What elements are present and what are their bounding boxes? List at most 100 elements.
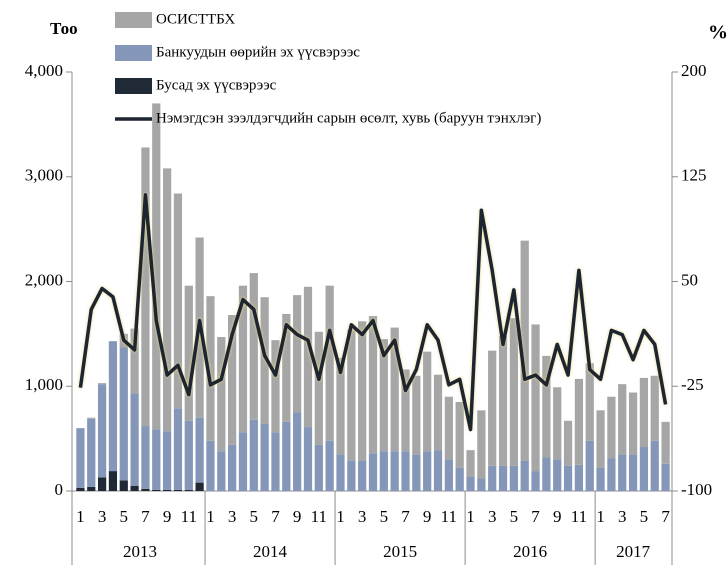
bar-segment [173,193,183,409]
year-label: 2015 [383,542,417,561]
bar-segment [368,453,378,491]
bar-segment [347,329,356,461]
bar-segment [130,393,139,486]
bar-segment [87,486,96,491]
bar-segment [639,447,649,491]
bar-segment [108,341,118,472]
bar-segment [228,444,237,491]
bar-segment [455,401,464,468]
y-tick-label: 1,000 [25,375,63,394]
x-tick-label: 5 [250,507,259,526]
bar-segment [488,465,497,491]
y-tick-label: 0 [55,480,64,499]
bar-segment [488,350,497,466]
bar-segment [639,377,649,448]
x-tick-label: 3 [618,507,627,526]
x-tick-label: 1 [596,507,605,526]
bar-segment [498,335,508,466]
bar-segment [650,375,659,441]
bar-segment [152,489,161,491]
bar-segment [412,454,421,491]
x-tick-label: 7 [401,507,410,526]
y2-unit-label: % [708,22,728,44]
bar-segment [293,412,302,491]
bar-segment [596,410,605,468]
bar-segment [217,451,226,491]
x-tick-label: 3 [98,507,107,526]
y2-tick-label: 50 [681,270,698,289]
bar-segment [390,327,399,452]
bar-segment [162,489,172,491]
x-tick-label: 5 [640,507,649,526]
bar-segment [130,328,139,394]
bar-segment [379,339,388,452]
bar-segment [249,419,258,491]
bar-segment [358,460,367,491]
bar-segment [553,459,562,491]
bar-segment [466,450,475,477]
bar-segment [206,296,215,441]
x-tick-label: 7 [271,507,280,526]
bar-segment [238,432,248,491]
bar-segment [401,369,410,452]
bar-segment [563,420,573,466]
bar-segment [173,408,183,490]
year-label: 2014 [253,542,288,561]
bar-segment [173,489,183,491]
bar-segment [574,464,584,491]
legend-swatch [115,45,152,61]
legend-label: Нэмэгдсэн зээлдэгчдийн сарын өсөлт, хувь… [156,110,541,126]
bar-segment [249,273,258,420]
bar-segment [423,351,432,452]
x-tick-label: 1 [336,507,345,526]
bar-segment [336,454,345,491]
bar-segment [477,478,486,491]
bar-segment [87,417,96,419]
x-tick-label: 3 [488,507,497,526]
y2-tick-label: 200 [681,61,707,80]
bar-segment [390,451,399,491]
bar-segment [97,383,107,385]
bar-segment [325,440,334,491]
y2-tick-label: -25 [681,375,704,394]
bar-segment [358,321,367,461]
bar-segment [152,103,161,430]
bar-segment [282,421,291,491]
bar-segment [466,476,475,491]
y-tick-label: 4,000 [25,61,63,80]
bar-segment [152,429,161,490]
bar-segment [628,392,638,455]
bar-segment [531,471,540,491]
bar-segment [553,387,562,460]
bar-segment [314,444,323,491]
x-tick-label: 1 [76,507,85,526]
bar-segment [271,432,280,491]
x-tick-label: 7 [531,507,540,526]
legend-label: Банкуудын өөрийн эх үүсвэрээс [156,44,360,60]
bar-segment [97,384,107,478]
year-label: 2017 [616,542,651,561]
bar-segment [618,454,627,491]
y-tick-label: 3,000 [25,166,63,185]
bar-segment [628,454,638,491]
bar-segment [303,286,313,428]
bar-segment [423,451,432,491]
bar-segment [293,295,302,413]
bar-segment [195,482,204,491]
bar-segment [661,421,670,464]
bar-segment [563,465,573,491]
x-tick-label: 11 [311,507,327,526]
bar-segment [509,465,518,491]
bar-segment [282,313,291,422]
legend-label: Бусад эх үүсвэрээс [156,77,277,93]
bar-segment [162,168,172,432]
bar-segment [141,147,150,427]
x-tick-label: 7 [661,507,670,526]
x-tick-label: 11 [441,507,457,526]
bar-segment [574,378,584,465]
x-tick-label: 3 [358,507,367,526]
bar-segment [618,384,627,455]
bar-segment [433,374,443,451]
bar-segment [336,357,345,455]
